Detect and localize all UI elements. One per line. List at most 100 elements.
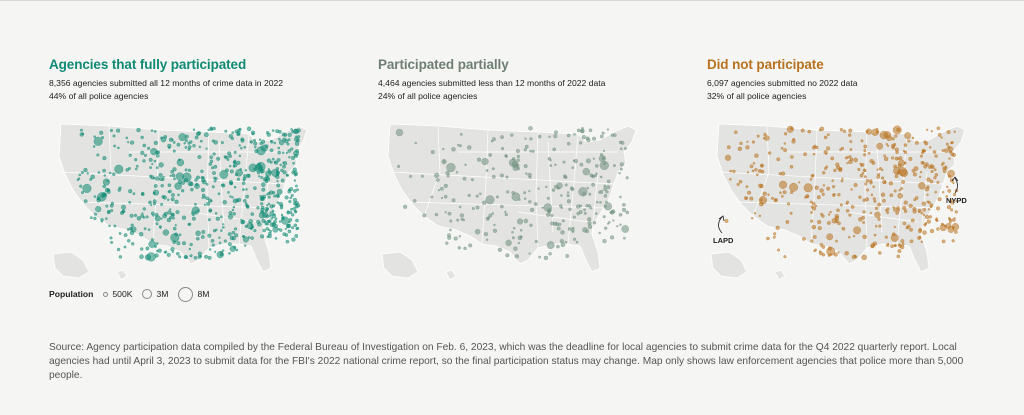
agency-dot <box>946 205 952 210</box>
agency-dot <box>537 134 542 139</box>
agency-dot <box>142 143 147 148</box>
agency-dot <box>618 140 623 144</box>
agency-dot <box>140 150 145 155</box>
agency-dot <box>877 173 881 176</box>
agency-dot <box>171 193 175 197</box>
state-border <box>218 141 225 233</box>
agency-dot <box>568 207 572 211</box>
agency-dot <box>128 189 133 194</box>
agency-dot <box>762 137 766 140</box>
agency-dot <box>771 196 774 200</box>
agency-dot <box>233 160 236 164</box>
agency-dot <box>251 132 255 136</box>
agency-dot <box>846 161 849 165</box>
agency-dot <box>573 133 576 136</box>
agency-dot <box>294 172 298 176</box>
agency-dot <box>267 195 271 199</box>
agency-dot <box>870 193 874 197</box>
agency-dot <box>585 158 591 164</box>
agency-dot <box>570 187 575 192</box>
agency-dot <box>234 233 239 238</box>
agency-dot <box>271 204 276 208</box>
agency-dot <box>142 207 146 211</box>
agency-dot <box>790 155 794 159</box>
agency-dot <box>105 217 108 220</box>
agency-dot <box>619 223 622 226</box>
agency-dot <box>852 234 856 238</box>
agency-dot <box>449 228 452 232</box>
agency-dot <box>286 173 290 177</box>
agency-dot <box>829 210 832 214</box>
agency-dot <box>596 200 599 204</box>
agency-dot <box>130 223 134 227</box>
agency-dot <box>275 193 280 198</box>
agency-dot <box>554 130 558 135</box>
agency-dot <box>893 189 897 193</box>
agency-dot <box>901 180 905 184</box>
legend-item-500k: 500K <box>103 289 132 299</box>
agency-dot <box>190 187 194 192</box>
agency-dot <box>528 200 532 204</box>
agency-dot <box>776 157 781 162</box>
legend-item-8m: 8M <box>178 286 209 302</box>
agency-dot <box>749 196 754 201</box>
agency-dot <box>844 156 848 160</box>
agency-dot <box>160 136 163 140</box>
agency-dot <box>885 209 888 212</box>
agency-dot <box>189 242 193 247</box>
agency-dot <box>196 175 200 180</box>
agency-dot <box>232 164 236 168</box>
agency-dot <box>292 167 297 172</box>
agency-dot <box>290 193 294 198</box>
agency-dot <box>222 223 225 226</box>
agency-dot <box>558 222 562 226</box>
agency-dot <box>113 224 117 228</box>
agency-dot <box>937 197 942 202</box>
agency-dot <box>154 213 159 217</box>
agency-dot <box>840 179 844 183</box>
agency-dot <box>888 181 893 186</box>
agency-dot <box>920 161 925 165</box>
agency-dot <box>487 216 490 220</box>
agency-dot <box>231 208 235 212</box>
agency-dot <box>155 222 159 226</box>
agency-dot <box>219 170 229 179</box>
agency-dot <box>285 224 291 229</box>
agency-dot <box>821 192 825 196</box>
agency-dot <box>196 236 200 241</box>
agency-dot <box>918 175 922 179</box>
agency-dot <box>102 156 107 161</box>
agency-dot <box>277 146 281 150</box>
agency-dot <box>898 156 903 160</box>
agency-dot <box>953 217 956 220</box>
agency-dot <box>235 169 243 177</box>
agency-dot <box>294 210 297 213</box>
agency-dot <box>178 255 182 259</box>
agency-dot <box>214 250 217 253</box>
agency-dot <box>504 210 507 214</box>
agency-dot <box>458 235 461 238</box>
agency-dot <box>934 190 937 194</box>
agency-dot <box>941 161 945 165</box>
agency-dot <box>220 141 224 145</box>
agency-dot <box>262 228 266 233</box>
agency-dot <box>524 137 527 140</box>
agency-dot <box>295 184 298 188</box>
agency-dot <box>189 254 193 258</box>
agency-dot <box>125 136 129 140</box>
agency-dot <box>191 212 195 217</box>
agency-dot <box>191 216 196 221</box>
agency-dot <box>909 227 913 232</box>
agency-dot <box>889 193 894 198</box>
agency-dot <box>213 164 218 169</box>
agency-dot <box>891 156 895 160</box>
agency-dot <box>923 164 928 169</box>
agency-dot <box>131 242 135 246</box>
agency-dot <box>196 209 200 212</box>
agency-dot <box>955 199 958 203</box>
agency-dot <box>291 130 295 134</box>
agency-dot <box>93 212 98 216</box>
agency-dot <box>600 153 603 156</box>
agency-dot <box>726 145 731 150</box>
agency-dot <box>261 139 266 144</box>
